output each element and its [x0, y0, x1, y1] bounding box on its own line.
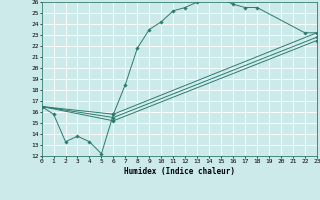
X-axis label: Humidex (Indice chaleur): Humidex (Indice chaleur) [124, 167, 235, 176]
